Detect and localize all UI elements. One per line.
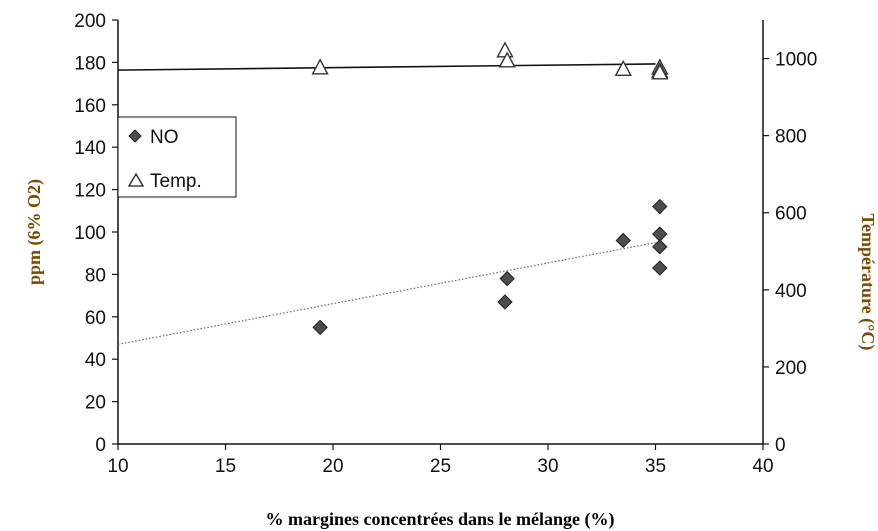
no-point (312, 319, 328, 336)
y-tick-label: 60 (85, 308, 106, 329)
legend-no-marker (128, 129, 142, 143)
y-tick-label: 200 (74, 11, 106, 32)
no-point (497, 294, 513, 310)
x-tick-label: 20 (322, 456, 343, 477)
ticks: 0 20 40 60 80 100 120 140 160 180 200 0 200 400 600 800… (74, 11, 817, 477)
x-tick-label: 30 (537, 456, 558, 477)
y2-tick-label: 600 (775, 204, 807, 225)
legend-temp-label: Temp. (150, 171, 202, 192)
y-tick-label: 160 (74, 96, 106, 117)
no-point (615, 232, 631, 249)
trendlines (117, 63, 656, 345)
y-tick-label: 40 (85, 350, 106, 371)
y2-tick-label: 800 (775, 127, 807, 148)
y2-tick-label: 200 (775, 358, 807, 379)
no-point (499, 270, 515, 287)
x-tick-label: 15 (215, 456, 236, 477)
x-tick-label: 40 (752, 456, 773, 477)
legend-temp-marker (127, 172, 145, 187)
y2-axis-title: Température (°C) (857, 214, 878, 351)
temp-point (496, 41, 514, 58)
x-axis-title: % margines concentrées dans le mélange (… (266, 509, 615, 530)
x-tick-label: 10 (107, 456, 128, 477)
y-tick-label: 80 (85, 265, 106, 286)
legend: NO Temp. (117, 116, 237, 198)
temp-point (614, 59, 632, 77)
no-point (652, 226, 668, 242)
no-point (652, 198, 668, 215)
y-tick-label: 120 (74, 181, 106, 202)
temp-point (498, 51, 516, 68)
temp-point (651, 63, 669, 80)
y2-tick-label: 400 (775, 281, 807, 302)
no-point (652, 239, 668, 255)
y-axis-title: ppm (6% O2) (24, 179, 45, 285)
no-point (652, 260, 668, 276)
y2-tick-label: 1000 (775, 50, 817, 71)
markers (311, 41, 669, 336)
x-tick-label: 35 (645, 456, 666, 477)
x-tick-label: 25 (430, 456, 451, 477)
y-tick-label: 100 (74, 223, 106, 244)
trendline-temp (117, 63, 656, 71)
y-tick-label: 180 (74, 53, 106, 74)
y2-tick-label: 0 (775, 435, 786, 456)
trendline-no (117, 242, 656, 345)
plot-frame (117, 20, 764, 445)
temp-point (311, 58, 329, 75)
y-tick-label: 0 (95, 435, 106, 456)
legend-no-label: NO (150, 127, 179, 148)
y-tick-label: 140 (74, 138, 106, 159)
y-tick-label: 20 (85, 393, 106, 414)
